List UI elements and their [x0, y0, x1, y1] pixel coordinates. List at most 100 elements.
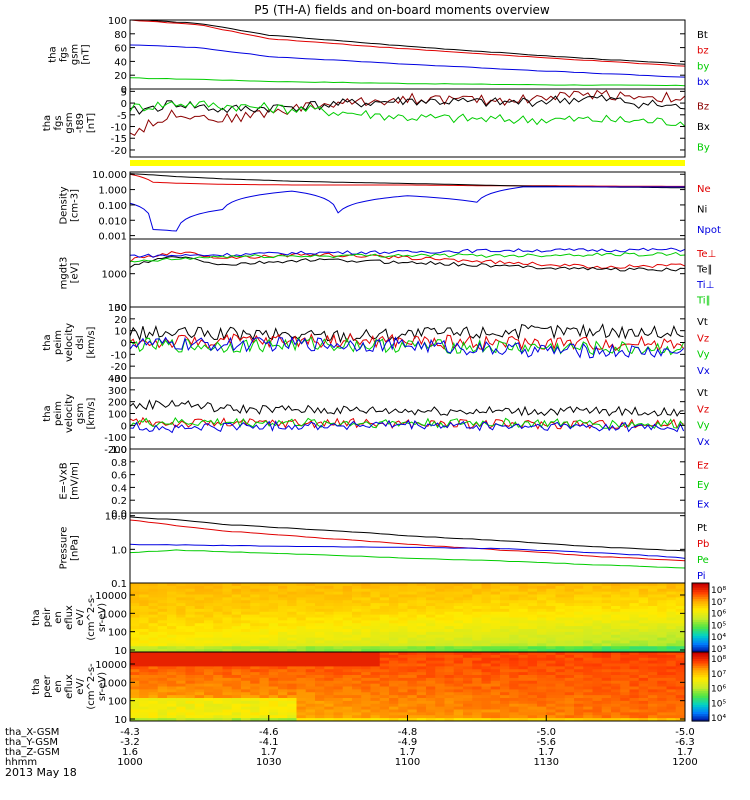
series-line-1	[130, 399, 684, 417]
legend-label-3: by	[697, 61, 709, 72]
axis-row-value: 1100	[395, 757, 420, 768]
y-axis-label: E=-VxB	[59, 462, 70, 499]
y-axis-label: mgdt3	[59, 257, 70, 290]
y-tick-label: -20	[111, 146, 127, 157]
legend-label-2: Vz	[697, 404, 709, 415]
quality-flag-bar	[130, 160, 685, 166]
y-tick-label: 80	[114, 30, 127, 41]
series-line-4	[130, 419, 685, 434]
y-tick-label: 5	[121, 87, 127, 98]
series-line-1	[130, 251, 685, 269]
series-group	[130, 516, 685, 569]
series-group	[130, 20, 685, 87]
y-tick-label: -10	[111, 350, 127, 361]
axis-row-value: 1000	[117, 757, 142, 768]
legend-label-2: Bx	[697, 122, 710, 133]
y-tick-label: 0.8	[111, 458, 127, 469]
y-axis-label: [nT]	[86, 113, 97, 133]
y-tick-label: 0.1	[111, 579, 127, 590]
series-line-2	[130, 20, 685, 67]
series-line-2	[130, 94, 685, 115]
panel-frame	[129, 377, 686, 450]
y-tick-label: 30	[114, 303, 127, 314]
series-line-2	[130, 519, 685, 562]
y-axis-label: fgs	[59, 47, 70, 62]
colorbar: 10⁸ 10⁷ 10⁶ 10⁵ 10⁴	[691, 651, 726, 724]
axis-row-value: -4.9	[398, 737, 418, 748]
legend-label-3: Ti⊥	[696, 280, 714, 291]
y-tick-label: 0.0	[111, 509, 127, 520]
y-tick-label: 0.4	[111, 483, 127, 494]
y-axis-label: tha	[31, 678, 42, 694]
y-tick-label: 0.2	[111, 496, 127, 507]
axis-row-value: 1.6	[122, 747, 138, 758]
colorbar-tick-label: 10⁸	[711, 655, 726, 665]
y-tick-label: 0.001	[98, 232, 127, 243]
panel-3: Ne Ni Npot 10.000 1.000 0.100 0.010 0.001 Densit…	[59, 170, 721, 242]
y-tick-label: 1.0	[111, 445, 127, 456]
plot-title: P5 (TH-A) fields and on-board moments ov…	[254, 3, 550, 17]
series-line-3	[130, 100, 685, 127]
y-axis-label: tha	[42, 405, 53, 421]
series-line-1	[130, 89, 685, 136]
y-axis-label: (cm^2-s-	[86, 594, 97, 641]
series-line-4	[130, 543, 685, 559]
y-tick-label: -30	[111, 374, 127, 385]
panel-frame	[129, 19, 686, 90]
y-axis-label: tha	[48, 46, 59, 62]
colorbar-tick-label: 10⁵	[711, 621, 726, 631]
y-axis-label: peim	[53, 330, 64, 355]
series-line-1	[130, 323, 684, 344]
legend-label-4: Ti∥	[696, 295, 711, 306]
series-group	[130, 173, 685, 232]
axis-row-label: tha_X-GSM	[5, 727, 59, 738]
y-tick-label: 10	[114, 327, 127, 338]
axis-row-value: 1.7	[538, 747, 554, 758]
y-axis-label: -t89	[75, 113, 86, 133]
y-axis-label: [km/s]	[86, 397, 97, 429]
y-tick-label: 20	[114, 71, 127, 82]
axis-row-value: 1.7	[261, 747, 277, 758]
y-axis-label: [cm-3]	[70, 189, 81, 222]
series-line-4	[130, 44, 685, 78]
y-axis-label: Density	[59, 186, 70, 224]
legend-label-1: Vt	[697, 317, 708, 328]
series-group	[130, 399, 685, 434]
y-axis-label: tha	[31, 609, 42, 625]
panel-8: Pt Pb Pe Pi 10.0 1.0 0.1 Pressure [nPa]	[59, 512, 710, 590]
y-axis-label: dsl	[75, 335, 86, 349]
date-label: 2013 May 18	[5, 766, 77, 779]
panel-frame	[129, 448, 686, 514]
y-tick-label: 10.000	[92, 170, 127, 181]
y-tick-label: 10000	[95, 591, 127, 602]
series-group	[130, 323, 685, 359]
legend-label-1: Ez	[697, 461, 709, 472]
axis-row-value: 1030	[256, 757, 281, 768]
panel-frame	[129, 88, 686, 158]
y-tick-label: -15	[111, 134, 127, 145]
y-tick-label: 10	[114, 646, 127, 657]
legend-label-2: Vz	[697, 333, 709, 344]
y-axis-label: [nT]	[81, 44, 92, 64]
y-tick-label: 100	[108, 303, 127, 314]
legend-label-1: Bt	[697, 30, 708, 41]
y-axis-label: tha	[42, 334, 53, 350]
y-axis-label: Pressure	[59, 527, 70, 570]
y-axis-label: peer	[42, 674, 53, 698]
y-axis-label: [mV/m]	[70, 462, 81, 500]
panel-frame	[129, 171, 686, 240]
legend-label-1: Vt	[697, 388, 708, 399]
y-axis-label: en	[53, 680, 64, 693]
y-tick-label: 0	[121, 421, 127, 432]
y-tick-label: 300	[108, 386, 127, 397]
y-axis-label: gsm	[75, 403, 86, 424]
y-axis-label: velocity	[64, 394, 75, 433]
legend-label-4: bx	[697, 77, 709, 88]
colorbar-tick-label: 10⁴	[711, 633, 726, 643]
y-tick-label: 0	[121, 85, 127, 96]
legend-label-2: Ni	[697, 205, 707, 216]
legend-label-4: Vx	[697, 366, 710, 377]
